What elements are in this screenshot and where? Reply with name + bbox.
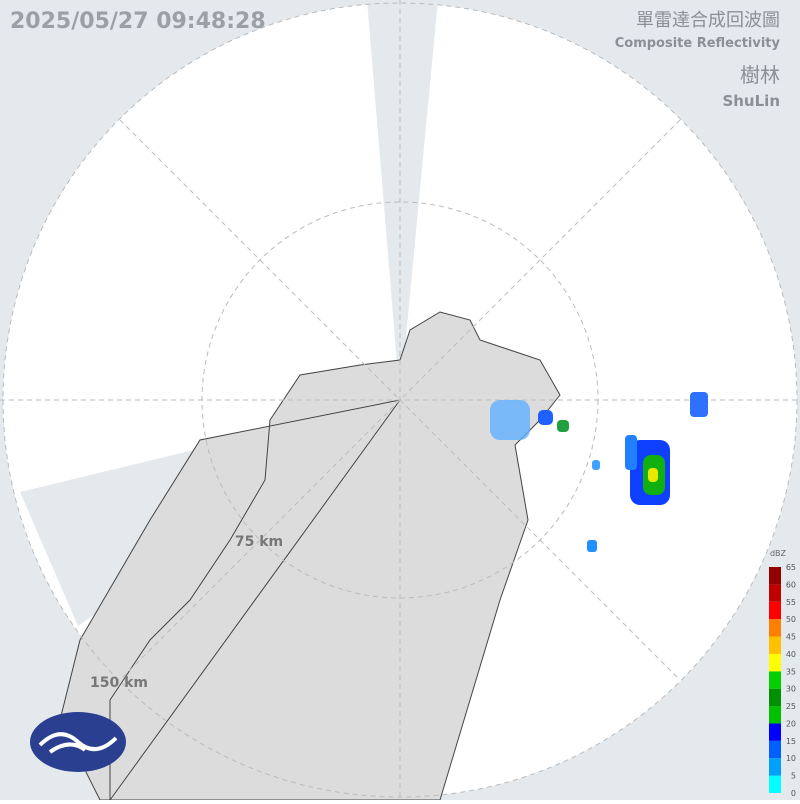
legend-swatch — [769, 636, 781, 654]
legend-label: 0 — [791, 789, 796, 798]
title-en: Composite Reflectivity — [615, 36, 781, 51]
legend-unit: dBZ — [770, 549, 787, 558]
legend-swatch — [769, 671, 781, 689]
legend-label: 55 — [786, 598, 796, 607]
echo — [625, 435, 637, 470]
legend-label: 65 — [786, 563, 796, 572]
echo — [490, 400, 530, 440]
legend-label: 50 — [786, 615, 796, 624]
echo — [557, 420, 569, 432]
timestamp: 2025/05/27 09:48:28 — [10, 9, 266, 34]
range-label: 75 km — [235, 534, 283, 550]
legend: 0 5 10 15 20 25 30 35 40 45 50 55 60 65 — [769, 563, 796, 798]
legend-swatch — [769, 688, 781, 707]
legend-swatch — [769, 567, 781, 585]
echo — [690, 392, 708, 417]
legend-label: 5 — [791, 772, 796, 781]
legend-swatch — [769, 706, 781, 724]
legend-swatch — [769, 723, 781, 741]
legend-label: 25 — [786, 702, 796, 711]
blocked-sector — [367, 0, 438, 400]
station-en: ShuLin — [722, 92, 780, 110]
logo — [30, 712, 126, 772]
legend-swatch — [769, 758, 781, 776]
legend-swatch — [769, 601, 781, 620]
range-label: 150 km — [90, 675, 148, 691]
legend-label: 45 — [786, 633, 796, 642]
legend-swatch — [769, 584, 781, 602]
legend-label: 20 — [786, 719, 796, 728]
title-zh: 單雷達合成回波圖 — [636, 10, 780, 31]
station-zh: 樹林 — [740, 63, 780, 87]
diagonal-line — [119, 119, 681, 681]
land — [59, 311, 561, 802]
legend-swatch — [769, 775, 781, 793]
legend-label: 30 — [786, 685, 796, 694]
echo — [587, 540, 597, 552]
echoes — [490, 392, 708, 552]
legend-swatch — [769, 653, 781, 672]
legend-label: 15 — [786, 737, 796, 746]
legend-label: 40 — [786, 650, 796, 659]
legend-swatch — [769, 619, 781, 637]
echo — [648, 468, 658, 482]
logo-swirl — [38, 732, 118, 754]
legend-label: 10 — [786, 754, 796, 763]
legend-label: 35 — [786, 667, 796, 676]
diagonal-line — [119, 119, 681, 681]
legend-label: 60 — [786, 580, 796, 589]
legend-swatch — [769, 740, 781, 759]
echo — [538, 410, 553, 425]
echo — [592, 460, 600, 470]
